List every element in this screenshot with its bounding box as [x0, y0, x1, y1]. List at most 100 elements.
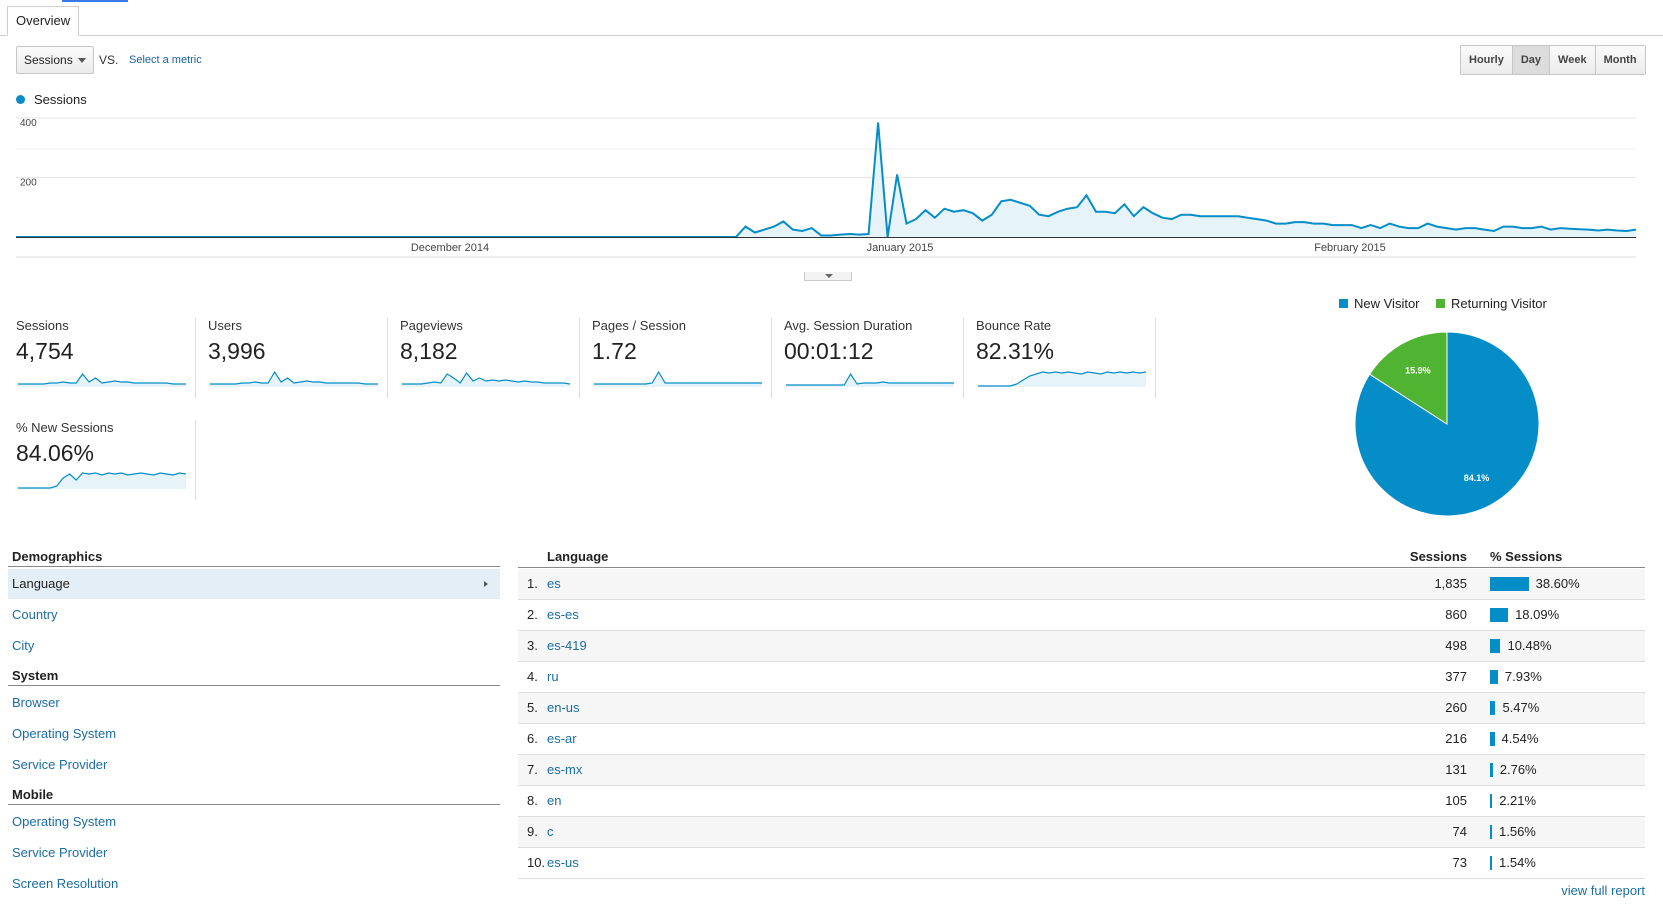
row-language-link[interactable]: es	[547, 576, 561, 591]
pie-legend-new: New Visitor	[1339, 296, 1420, 311]
scorecard-avg-session-duration[interactable]: Avg. Session Duration 00:01:12	[784, 318, 964, 398]
table-row: 10. es-us 73 1.54%	[518, 848, 1645, 879]
scorecard-value: 3,996	[208, 338, 266, 364]
x-tick-label: February 2015	[1314, 242, 1386, 254]
legend-label: Sessions	[34, 92, 87, 107]
row-pct: 1.54%	[1499, 855, 1536, 870]
row-pct-bar	[1490, 670, 1498, 684]
nav-system-browser[interactable]: Browser	[8, 688, 500, 718]
sparkline-line	[786, 372, 954, 386]
period-week-button[interactable]: Week	[1549, 46, 1595, 74]
row-language-link[interactable]: es-ar	[547, 731, 577, 746]
table-row: 4. ru 377 7.93%	[518, 662, 1645, 693]
row-language-link[interactable]: en-us	[547, 700, 580, 715]
nav-item-label: Country	[12, 607, 58, 622]
table-row: 8. en 105 2.21%	[518, 786, 1645, 817]
row-language-link[interactable]: ru	[547, 669, 559, 684]
period-hourly-button[interactable]: Hourly	[1461, 46, 1512, 74]
row-language-link[interactable]: en	[547, 793, 562, 808]
scorecard--new-sessions[interactable]: % New Sessions 84.06%	[16, 420, 196, 500]
scorecard-value: 00:01:12	[784, 338, 874, 364]
legend-swatch-icon	[1339, 299, 1348, 308]
sparkline-area	[210, 372, 378, 387]
sparkline	[786, 372, 954, 387]
sessions-area	[16, 122, 1636, 237]
tab-bar: Overview	[0, 6, 1663, 36]
row-index: 7.	[527, 762, 538, 777]
row-pct: 2.21%	[1499, 793, 1537, 808]
row-pct: 4.54%	[1501, 731, 1539, 746]
metric-dropdown[interactable]: Sessions	[16, 46, 94, 74]
legend-dot-icon	[16, 95, 25, 104]
view-full-report-link[interactable]: view full report	[1561, 883, 1645, 898]
row-index: 5.	[527, 700, 538, 715]
row-language-link[interactable]: es-us	[547, 855, 579, 870]
chart-collapse-handle[interactable]	[804, 272, 852, 281]
row-pct: 7.93%	[1504, 669, 1542, 684]
scorecard-label: Avg. Session Duration	[784, 318, 913, 333]
scorecard-value: 4,754	[16, 338, 74, 364]
scorecard-bounce-rate[interactable]: Bounce Rate 82.31%	[976, 318, 1156, 398]
sparkline	[402, 371, 570, 387]
chevron-right-icon	[484, 581, 488, 587]
sessions-line-chart[interactable]: 400 200 December 2014 January 2015 February …	[0, 105, 1663, 270]
row-pct-bar	[1490, 608, 1509, 622]
nav-mobile-service-provider[interactable]: Service Provider	[8, 838, 500, 868]
row-language-link[interactable]: es-419	[547, 638, 587, 653]
row-sessions: 216	[1445, 731, 1467, 746]
nav-mobile-operating-system[interactable]: Operating System	[8, 807, 500, 837]
row-index: 1.	[527, 576, 538, 591]
sparkline	[18, 373, 186, 387]
scorecard-pageviews[interactable]: Pageviews 8,182	[400, 318, 580, 398]
pie-legend-returning: Returning Visitor	[1436, 296, 1547, 311]
row-pct: 2.76%	[1499, 762, 1537, 777]
nav-system-operating-system[interactable]: Operating System	[8, 719, 500, 749]
top-accent	[62, 0, 128, 2]
period-day-button[interactable]: Day	[1511, 46, 1550, 74]
row-language-link[interactable]: es-es	[547, 607, 579, 622]
top-accent-line	[0, 0, 1663, 2]
scorecard-sessions[interactable]: Sessions 4,754	[16, 318, 196, 398]
row-sessions: 105	[1445, 793, 1467, 808]
pie-legend-returning-label: Returning Visitor	[1451, 296, 1547, 311]
sparkline-area	[18, 473, 186, 489]
scorecard-users[interactable]: Users 3,996	[208, 318, 388, 398]
sparkline-line	[594, 370, 762, 385]
header-sessions: Sessions	[1409, 549, 1467, 564]
scorecard-label: % New Sessions	[16, 420, 114, 435]
nav-mobile-screen-resolution[interactable]: Screen Resolution	[8, 869, 500, 899]
row-sessions: 74	[1452, 824, 1467, 839]
sparkline-line	[978, 371, 1146, 387]
nav-system-service-provider[interactable]: Service Provider	[8, 750, 500, 780]
row-pct: 10.48%	[1507, 638, 1552, 653]
scorecard-value: 1.72	[592, 338, 637, 364]
x-tick-label: January 2015	[867, 242, 934, 254]
pie-legend-new-label: New Visitor	[1354, 296, 1420, 311]
row-language-link[interactable]: c	[547, 824, 554, 839]
visitor-pie-chart[interactable]: 84.1% 15.9%	[1352, 329, 1542, 519]
tab-overview[interactable]: Overview	[7, 6, 80, 36]
row-language-link[interactable]: es-mx	[547, 762, 583, 777]
table-row: 7. es-mx 131 2.76%	[518, 755, 1645, 786]
section-system: System	[8, 666, 500, 686]
table-row: 6. es-ar 216 4.54%	[518, 724, 1645, 755]
row-pct-bar	[1490, 825, 1492, 839]
nav-demographics-language[interactable]: Language	[8, 569, 500, 599]
row-pct: 38.60%	[1535, 576, 1580, 591]
sparkline-area	[402, 373, 570, 387]
table-row: 2. es-es 860 18.09%	[518, 600, 1645, 631]
pie-slice-returning-visitor[interactable]	[1368, 331, 1448, 425]
nav-item-label: Operating System	[12, 726, 117, 741]
nav-demographics-country[interactable]: Country	[8, 600, 500, 630]
row-index: 9.	[527, 824, 538, 839]
metric-dropdown-label: Sessions	[24, 53, 73, 67]
row-pct-bar	[1490, 701, 1496, 715]
select-metric-link[interactable]: Select a metric	[129, 54, 202, 66]
period-month-button[interactable]: Month	[1594, 46, 1645, 74]
header-language: Language	[547, 549, 609, 564]
period-toggle: Hourly Day Week Month	[1460, 45, 1646, 75]
scorecard-pages-session[interactable]: Pages / Session 1.72	[592, 318, 772, 398]
nav-demographics-city[interactable]: City	[8, 631, 500, 661]
table-row: 3. es-419 498 10.48%	[518, 631, 1645, 662]
row-index: 2.	[527, 607, 538, 622]
